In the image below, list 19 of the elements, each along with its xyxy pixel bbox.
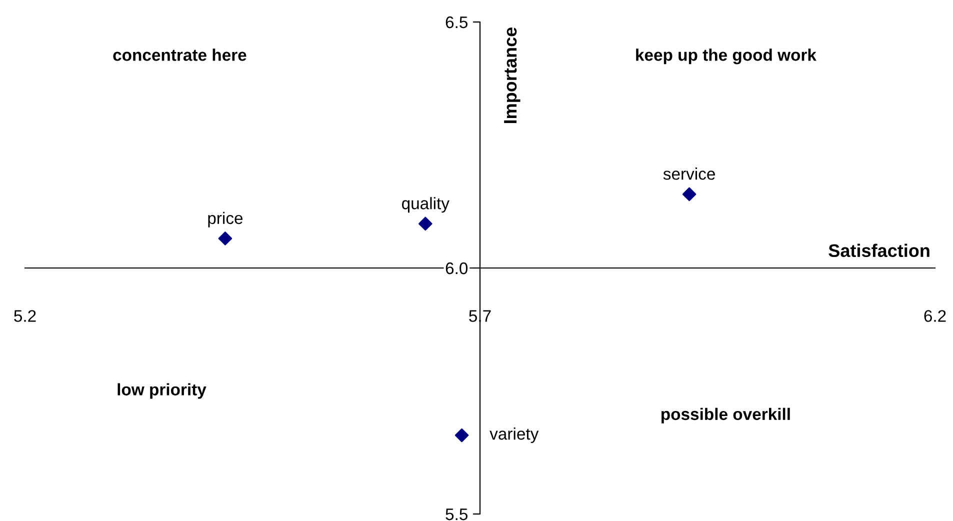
annotation: possible overkill (662, 408, 790, 424)
y-axis-title: Importance (504, 28, 520, 124)
point (218, 232, 232, 246)
series-label: service (663, 168, 715, 180)
y-tick-label: 6.0 (446, 262, 468, 274)
y-tick-label: 6.5 (446, 16, 468, 28)
y-tick-label: 5.5 (446, 508, 468, 520)
point (418, 216, 432, 231)
series-label: quality (402, 197, 450, 213)
annotation: concentrate here (113, 48, 246, 61)
series-label: variety (490, 428, 539, 444)
point (454, 428, 469, 442)
annotation: low priority (118, 383, 206, 399)
x-axis-title: Satisfaction (828, 244, 930, 258)
x-tick-label: 5.2 (14, 310, 36, 322)
annotation: keep up the good work (636, 48, 816, 64)
series-label: price (208, 212, 243, 228)
point (682, 187, 696, 202)
x-tick-label: 6.2 (924, 310, 946, 322)
